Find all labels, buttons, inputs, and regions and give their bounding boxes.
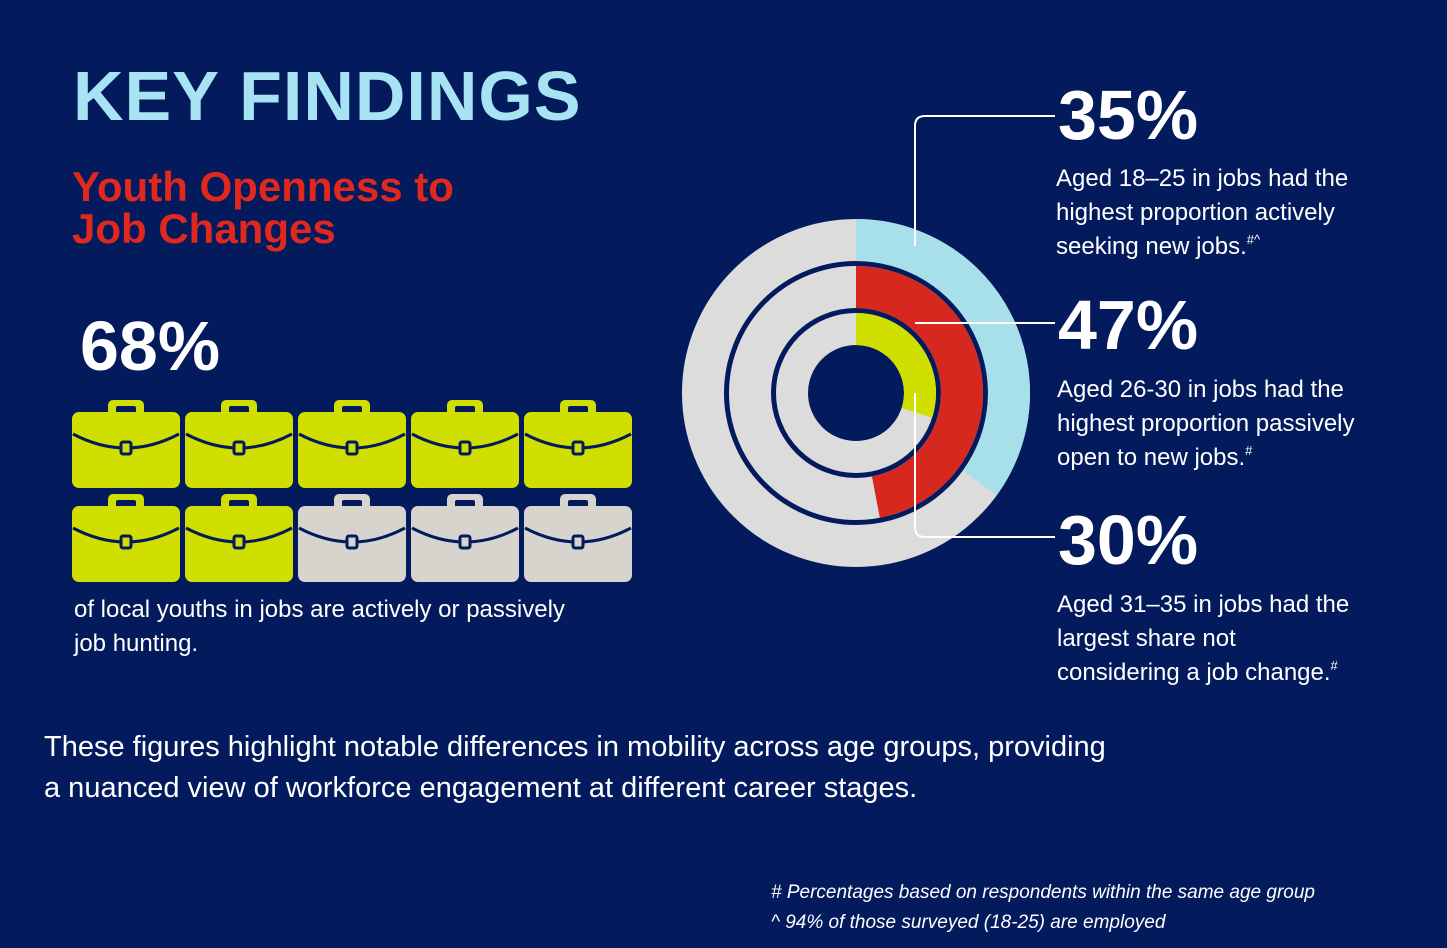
footnote-mark: # [1330, 658, 1338, 673]
briefcase-icon [298, 400, 406, 488]
callout-line-text: considering a job change. [1057, 659, 1331, 686]
subtitle-line: Job Changes [72, 205, 336, 252]
callout-line: Aged 26-30 in jobs had the [1057, 376, 1344, 403]
callout-text-30: Aged 31–35 in jobs had the largest share… [1057, 588, 1427, 690]
footnote-caret: ^ 94% of those surveyed (18-25) are empl… [771, 912, 1166, 933]
callout-value-35: 35% [1058, 76, 1199, 154]
briefcase-icon [411, 494, 519, 582]
page-subtitle: Youth Openness to Job Changes [72, 166, 592, 250]
callout-line: considering a job change.# [1057, 656, 1427, 690]
closing-summary: These figures highlight notable differen… [44, 727, 1364, 809]
callout-line: highest proportion actively [1056, 199, 1335, 226]
callout-line: largest share not [1057, 625, 1236, 652]
briefcase-icon [411, 400, 519, 488]
subtitle-line: Youth Openness to [72, 163, 454, 210]
page-title: KEY FINDINGS [73, 57, 582, 135]
callout-line: open to new jobs.# [1057, 441, 1427, 475]
caption-line: job hunting. [74, 630, 199, 657]
briefcase-icon [524, 494, 632, 582]
overall-stat-caption: of local youths in jobs are actively or … [74, 593, 674, 661]
briefcase-icon [185, 494, 293, 582]
callout-line-text: seeking new jobs. [1056, 233, 1247, 260]
footnote-mark: # [1245, 443, 1253, 458]
briefcase-icon-array [72, 398, 632, 584]
briefcase-icon [72, 400, 180, 488]
callout-value-47: 47% [1058, 286, 1199, 364]
callout-line-text: open to new jobs. [1057, 444, 1246, 471]
summary-line: a nuanced view of workforce engagement a… [44, 772, 918, 804]
overall-stat-value: 68% [80, 307, 221, 385]
callout-value-30: 30% [1058, 501, 1199, 579]
callout-line: seeking new jobs.#^ [1056, 230, 1426, 264]
summary-line: These figures highlight notable differen… [44, 731, 1106, 763]
callout-line: Aged 18–25 in jobs had the [1056, 165, 1349, 192]
caption-line: of local youths in jobs are actively or … [74, 596, 565, 623]
callout-text-35: Aged 18–25 in jobs had the highest propo… [1056, 162, 1426, 264]
ring-30-value-arc [856, 313, 936, 418]
age-group-radial-chart [682, 219, 1030, 567]
briefcase-icon [524, 400, 632, 488]
callout-line: Aged 31–35 in jobs had the [1057, 591, 1350, 618]
briefcase-icon [185, 400, 293, 488]
footnote-mark: #^ [1246, 232, 1261, 247]
callout-line: highest proportion passively [1057, 410, 1355, 437]
callout-text-47: Aged 26-30 in jobs had the highest propo… [1057, 373, 1427, 475]
briefcase-icon [298, 494, 406, 582]
footnote-hash: # Percentages based on respondents withi… [771, 882, 1315, 903]
briefcase-icon [72, 494, 180, 582]
